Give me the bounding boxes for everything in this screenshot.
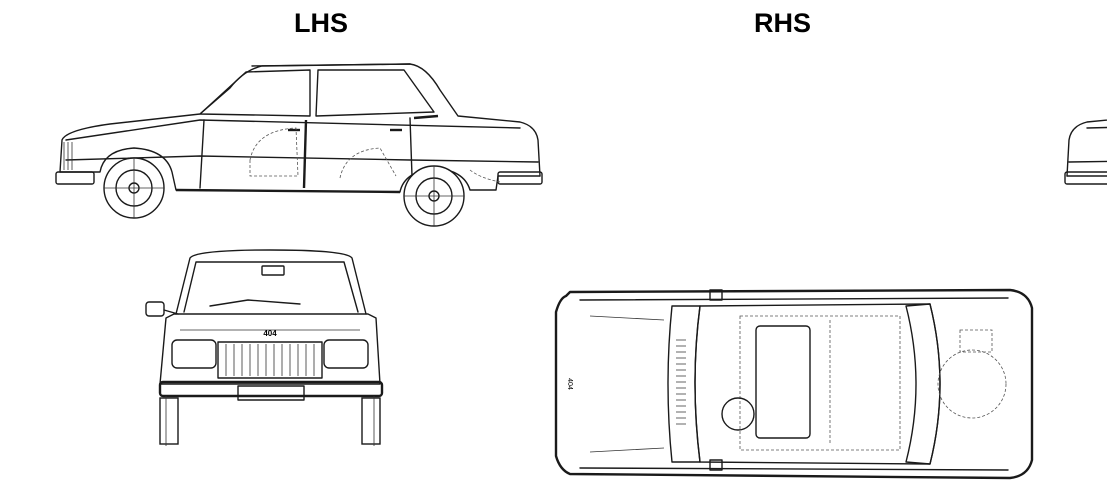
right-side-view [1064, 119, 1107, 185]
top-view-badge: 404 [566, 378, 573, 390]
front-badge: 404 [263, 329, 277, 338]
rhs-label: RHS [754, 8, 812, 38]
left-side-view [55, 63, 543, 227]
lhs-label: LHS [294, 8, 348, 38]
top-view: 404 [554, 288, 1034, 480]
front-view: 404 [145, 249, 384, 446]
